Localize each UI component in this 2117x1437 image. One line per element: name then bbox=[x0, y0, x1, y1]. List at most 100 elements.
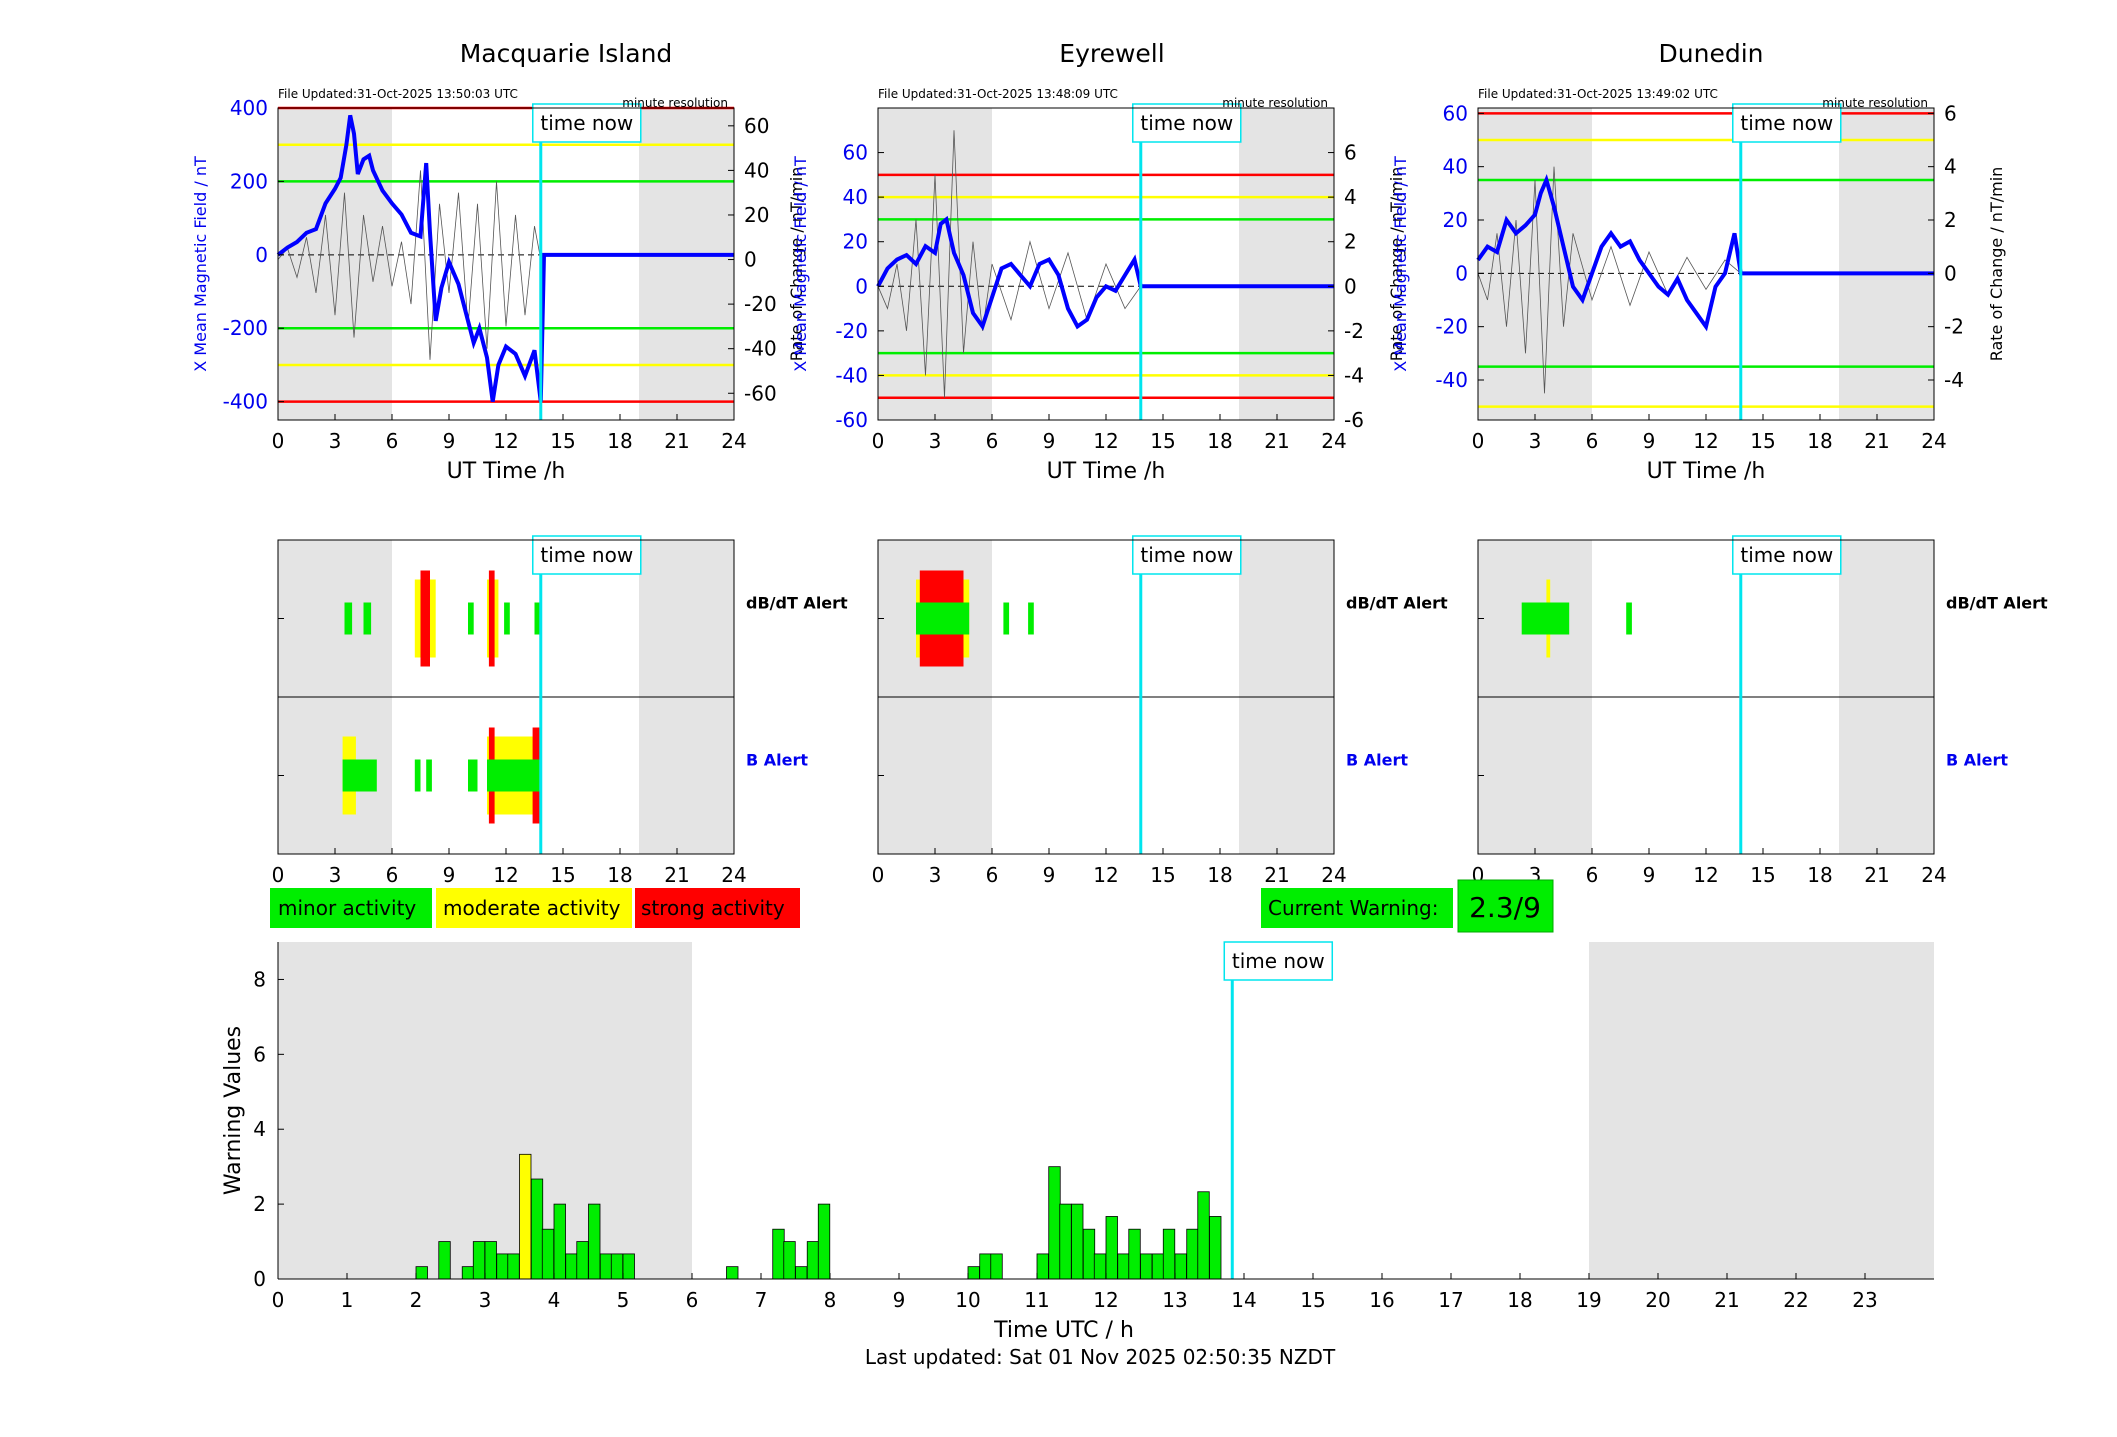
y-tick-label: -20 bbox=[1435, 315, 1468, 339]
y2-tick-label: 0 bbox=[1344, 274, 1357, 298]
y-tick-label: 20 bbox=[843, 230, 868, 254]
time-now-label: time now bbox=[1140, 111, 1233, 135]
y-tick-label: -40 bbox=[1435, 368, 1468, 392]
alert-green-block bbox=[414, 759, 421, 792]
night-band bbox=[278, 108, 392, 420]
x-tick-label: 24 bbox=[1921, 429, 1946, 453]
legend-strong-swatch bbox=[635, 888, 800, 928]
time-now-box bbox=[1732, 535, 1842, 575]
warning-bar bbox=[519, 1153, 532, 1280]
y2-tick-label: 40 bbox=[744, 158, 769, 182]
y2-tick-label: -40 bbox=[744, 337, 777, 361]
x-tick-label: 12 bbox=[493, 863, 518, 887]
x-tick-label: 18 bbox=[1207, 863, 1232, 887]
time-now-box bbox=[1223, 941, 1334, 981]
field-panel-1: time now File Updated:31-Oct-2025 13:48:0… bbox=[791, 87, 1406, 484]
x-tick-label: 12 bbox=[1093, 1288, 1118, 1312]
y2-tick-label: -4 bbox=[1344, 363, 1364, 387]
alert-green-block bbox=[916, 602, 970, 635]
y-tick-label: 0 bbox=[255, 243, 268, 267]
x-tick-label: 9 bbox=[1643, 429, 1656, 453]
x-tick-label: 0 bbox=[872, 429, 885, 453]
x-axis-label: Time UTC / h bbox=[993, 1318, 1134, 1343]
alert-green-block bbox=[344, 602, 353, 635]
y2-axis-label: Rate of Change / nT/min bbox=[1987, 167, 2006, 362]
warning-bar bbox=[1151, 1253, 1165, 1280]
legend-moderate-swatch bbox=[436, 888, 632, 928]
x-tick-label: 20 bbox=[1645, 1288, 1670, 1312]
y-tick-label: 6 bbox=[253, 1042, 266, 1066]
x-axis-label: UT Time /h bbox=[447, 459, 566, 484]
y2-tick-label: 6 bbox=[1944, 101, 1957, 125]
x-tick-label: 15 bbox=[1300, 1288, 1325, 1312]
b-alert-label: B Alert bbox=[746, 751, 808, 770]
x-tick-label: 15 bbox=[1150, 863, 1175, 887]
x-tick-label: 21 bbox=[1714, 1288, 1739, 1312]
x-tick-label: 0 bbox=[872, 863, 885, 887]
alert-red-block bbox=[420, 570, 430, 667]
warning-bar bbox=[783, 1241, 796, 1280]
x-tick-label: 13 bbox=[1162, 1288, 1187, 1312]
x-tick-label: 6 bbox=[386, 863, 399, 887]
alert-panel-0: time now 0 3 6 9 12 15 18 21 24 dB/dT Alert B Alert bbox=[272, 535, 848, 887]
y-tick-label: 8 bbox=[253, 967, 266, 991]
x-tick-label: 6 bbox=[986, 863, 999, 887]
warning-bar bbox=[415, 1266, 428, 1280]
x-tick-label: 21 bbox=[1264, 863, 1289, 887]
file-updated: File Updated:31-Oct-2025 13:49:02 UTC bbox=[1478, 87, 1718, 101]
current-warning-value-box bbox=[1457, 879, 1554, 933]
y-tick-label: 4 bbox=[253, 1117, 266, 1141]
x-tick-label: 15 bbox=[550, 429, 575, 453]
x-tick-label: 18 bbox=[1807, 863, 1832, 887]
y2-tick-label: -4 bbox=[1944, 368, 1964, 392]
time-now-box bbox=[1132, 103, 1242, 143]
night-band bbox=[1839, 108, 1934, 420]
warning-bar bbox=[484, 1241, 497, 1280]
legend-minor-swatch bbox=[270, 888, 432, 928]
x-tick-label: 15 bbox=[1750, 863, 1775, 887]
x-tick-label: 7 bbox=[755, 1288, 768, 1312]
alert-green-block bbox=[426, 759, 432, 792]
warning-bar bbox=[1082, 1228, 1096, 1280]
y-axis-label: X Mean Magnetic Field / nT bbox=[791, 156, 810, 372]
b-alert-label: B Alert bbox=[1946, 751, 2008, 770]
x-tick-label: 24 bbox=[1321, 863, 1346, 887]
warning-bar bbox=[1140, 1253, 1153, 1280]
y2-tick-label: -2 bbox=[1344, 319, 1364, 343]
night-band bbox=[278, 942, 692, 1279]
x-tick-label: 21 bbox=[1264, 429, 1289, 453]
alert-green-block bbox=[468, 602, 474, 635]
y-tick-label: 200 bbox=[230, 169, 268, 193]
warning-bar bbox=[541, 1228, 555, 1280]
x-tick-label: 12 bbox=[1093, 429, 1118, 453]
x-tick-label: 9 bbox=[1643, 863, 1656, 887]
y-tick-label: 0 bbox=[1455, 261, 1468, 285]
warning-bar bbox=[461, 1266, 475, 1280]
time-now-label: time now bbox=[1140, 543, 1233, 567]
warning-bar bbox=[1048, 1166, 1061, 1280]
y-tick-label: 0 bbox=[855, 274, 868, 298]
x-tick-label: 3 bbox=[929, 429, 942, 453]
x-tick-label: 6 bbox=[986, 429, 999, 453]
warning-bar bbox=[1209, 1216, 1222, 1280]
x-tick-label: 18 bbox=[1207, 429, 1232, 453]
y-tick-label: 20 bbox=[1443, 208, 1468, 232]
time-now-label: time now bbox=[1232, 949, 1325, 973]
x-tick-label: 0 bbox=[272, 1288, 285, 1312]
alert-green-block bbox=[1521, 602, 1570, 635]
dbdt-alert-label: dB/dT Alert bbox=[1346, 594, 1448, 613]
y-tick-label: -40 bbox=[835, 363, 868, 387]
x-tick-label: 24 bbox=[721, 863, 746, 887]
y-tick-label: 40 bbox=[1443, 155, 1468, 179]
night-band bbox=[639, 108, 734, 420]
x-tick-label: 0 bbox=[272, 429, 285, 453]
y-tick-label: -20 bbox=[835, 319, 868, 343]
legend-minor: minor activity bbox=[278, 896, 416, 920]
x-tick-label: 3 bbox=[329, 863, 342, 887]
time-now-box bbox=[1732, 103, 1842, 143]
warning-bar bbox=[576, 1241, 589, 1280]
alert-red-block bbox=[488, 570, 495, 667]
x-tick-label: 18 bbox=[607, 863, 632, 887]
time-now-box bbox=[532, 535, 642, 575]
